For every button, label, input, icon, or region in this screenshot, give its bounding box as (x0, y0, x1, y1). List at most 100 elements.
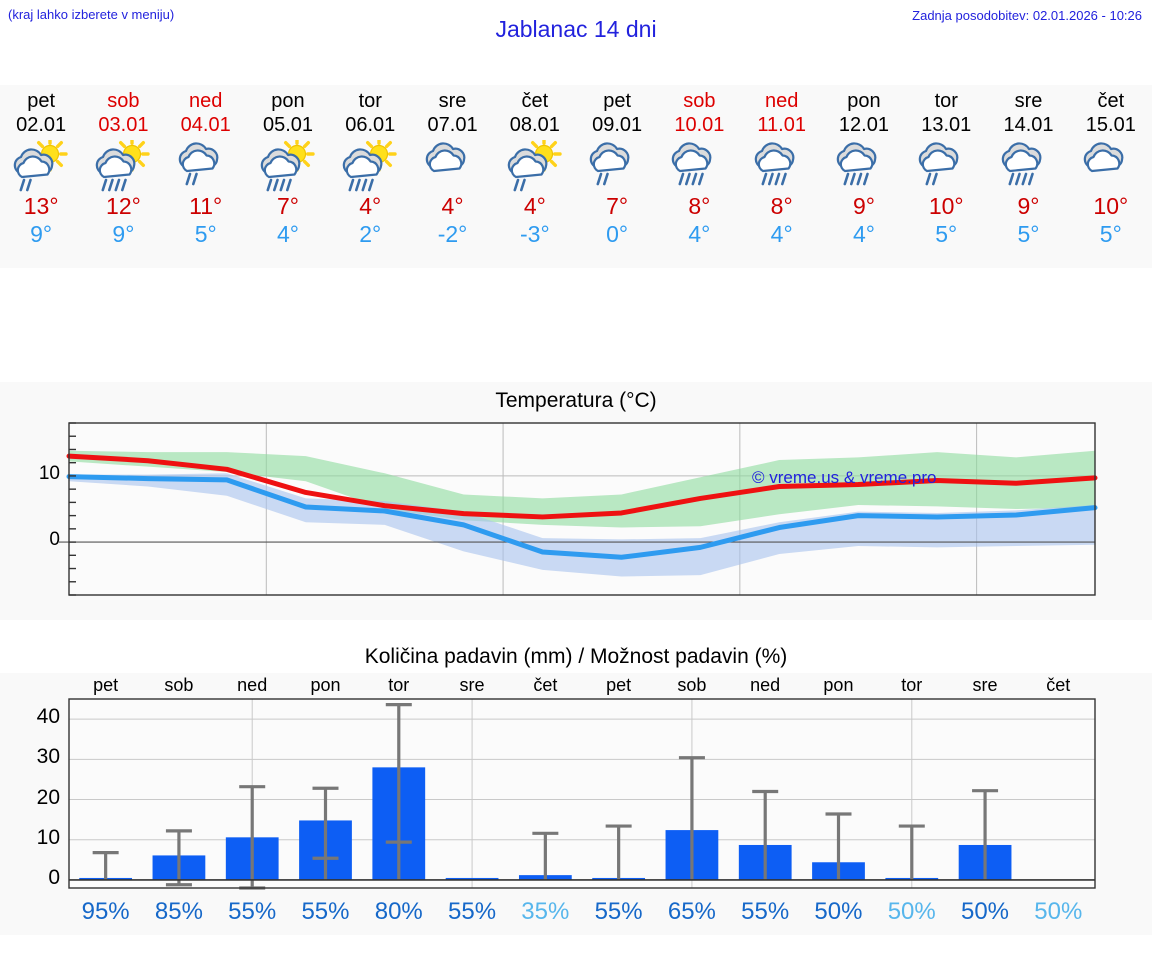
weather-icon-cloud-rain-light (589, 142, 630, 186)
day-date: 09.01 (592, 114, 643, 136)
day-column-6[interactable]: čet 08.01 4° -3° (494, 85, 576, 268)
weather-icon-cloud (425, 142, 465, 173)
day-name: sre (1014, 90, 1043, 112)
weather-icon-cloud-rain-heavy (754, 142, 795, 186)
temperature-plot (0, 417, 1152, 617)
temperature-max: 7° (276, 193, 299, 219)
precipitation-error-bar (972, 789, 999, 880)
precipitation-probability-label: 55% (448, 898, 497, 925)
temperature-max: 4° (359, 193, 382, 219)
weather-icon-cloud-rain-light (178, 142, 219, 186)
temperature-min: 5° (1099, 221, 1122, 247)
precipitation-error-bar (312, 786, 339, 880)
weather-icon-sun-cloud-rain-heavy (96, 136, 151, 192)
weather-icon-wrapper (998, 140, 1060, 192)
precipitation-day-label: čet (1046, 675, 1071, 695)
day-column-8[interactable]: sob 10.01 8° 4° (658, 85, 740, 268)
weather-icon-sun-cloud-rain-heavy (260, 136, 315, 192)
precipitation-day-label: pet (606, 675, 632, 695)
temperature-max: 8° (688, 193, 711, 219)
precipitation-probability-label: 85% (154, 898, 203, 925)
precipitation-y-tick-label: 30 (36, 745, 60, 769)
precipitation-day-label: sob (164, 675, 194, 695)
temperature-max: 9° (1017, 193, 1040, 219)
precipitation-probability-labels: 95% 85% 55% 55% 80% 55% 35% 55% 65% 55% 50% 50% 50% 5… (69, 898, 1095, 932)
watermark-text: © vreme.us & vreme.pro (752, 468, 937, 487)
day-name: čet (1097, 90, 1125, 112)
precipitation-chart-section: Količina padavin (mm) / Možnost padavin … (0, 640, 1152, 940)
precipitation-chart-svg (68, 698, 1096, 890)
precipitation-day-label: pon (823, 675, 854, 695)
temperature-min: 9° (112, 221, 135, 247)
temperature-line (66, 474, 1098, 560)
precipitation-day-labels: pet sob ned pon tor sre čet pet sob ned pon tor sre č… (69, 675, 1095, 699)
day-date: 04.01 (180, 114, 231, 136)
precipitation-probability-label: 55% (301, 898, 350, 925)
day-date: 05.01 (262, 114, 314, 136)
temperature-band (69, 450, 1095, 528)
day-name: sob (107, 90, 140, 112)
daily-forecast-strip: pet 02.01 13° 9° sob 03.01 12° 9° ned 04.01 11° 5° p… (0, 85, 1152, 268)
weather-icon-cloud-rain-heavy (836, 142, 877, 186)
day-name: pon (271, 90, 305, 112)
precipitation-probability-label: 95% (81, 898, 130, 925)
temperature-min: 4° (770, 221, 793, 247)
precipitation-probability-label: 50% (1034, 898, 1083, 925)
day-name: tor (358, 90, 382, 112)
precipitation-error-bar (385, 703, 412, 880)
day-column-1[interactable]: sob 03.01 12° 9° (82, 85, 164, 268)
day-column-0[interactable]: pet 02.01 13° 9° (0, 85, 82, 268)
weather-icon-wrapper (175, 140, 237, 192)
precipitation-probability-label: 50% (814, 898, 863, 925)
day-column-4[interactable]: tor 06.01 4° 2° (329, 85, 411, 268)
day-column-9[interactable]: ned 11.01 8° 4° (741, 85, 823, 268)
precipitation-day-label: ned (237, 675, 268, 695)
precipitation-day-label: sre (972, 675, 998, 695)
weather-icon-wrapper (586, 140, 648, 192)
temperature-max: 12° (106, 193, 141, 219)
day-date: 06.01 (345, 114, 396, 136)
precipitation-y-tick-label: 0 (48, 865, 60, 889)
precipitation-probability-label: 55% (741, 898, 790, 925)
temperature-max: 8° (770, 193, 793, 219)
day-name: čet (521, 90, 549, 112)
weather-icon-wrapper (833, 140, 895, 192)
day-column-7[interactable]: pet 09.01 7° 0° (576, 85, 658, 268)
day-column-13[interactable]: čet 15.01 10° 5° (1070, 85, 1152, 268)
precipitation-probability-label: 65% (667, 898, 716, 925)
day-column-2[interactable]: ned 04.01 11° 5° (165, 85, 247, 268)
day-column-5[interactable]: sre 07.01 4° -2° (411, 85, 493, 268)
temperature-min: 4° (276, 221, 299, 247)
day-date: 07.01 (427, 114, 478, 136)
weather-icon-wrapper (751, 140, 813, 192)
day-column-3[interactable]: pon 05.01 7° 4° (247, 85, 329, 268)
temperature-min: 5° (1017, 221, 1040, 247)
day-column-12[interactable]: sre 14.01 9° 5° (987, 85, 1069, 268)
temperature-max: 13° (23, 193, 59, 219)
day-date: 10.01 (674, 114, 725, 136)
temperature-max: 4° (523, 193, 546, 219)
precipitation-day-label: pon (310, 675, 341, 695)
day-date: 14.01 (1003, 114, 1054, 136)
day-name: sob (683, 90, 716, 112)
day-date: 12.01 (838, 114, 889, 136)
precipitation-day-label: sob (677, 675, 707, 695)
temperature-min: -3° (520, 221, 550, 247)
temperature-max: 4° (441, 193, 464, 219)
precipitation-day-label: tor (388, 675, 410, 695)
precipitation-error-bar (605, 824, 632, 880)
precipitation-day-label: čet (533, 675, 558, 695)
day-column-10[interactable]: pon 12.01 9° 4° (823, 85, 905, 268)
temperature-max: 10° (928, 193, 964, 219)
temperature-min: 5° (194, 221, 217, 247)
temperature-min: 4° (852, 221, 875, 247)
temperature-y-tick-label: 10 (38, 462, 60, 484)
temperature-min: 5° (935, 221, 958, 247)
temperature-max: 7° (606, 193, 629, 219)
precipitation-probability-label: 35% (521, 898, 570, 925)
day-date: 08.01 (509, 114, 560, 136)
weather-icon-wrapper (915, 140, 977, 192)
precipitation-error-bar (678, 756, 705, 880)
day-column-11[interactable]: tor 13.01 10° 5° (905, 85, 987, 268)
day-name: pon (847, 90, 881, 112)
